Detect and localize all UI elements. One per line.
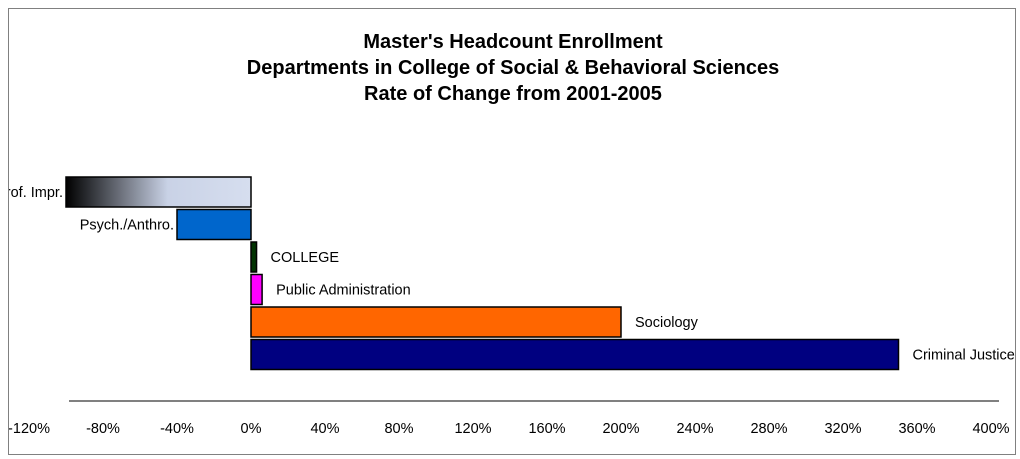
bar-label: Prof. Impr. (9, 185, 63, 201)
x-tick-label: -120% (9, 421, 50, 437)
chart-title: Master's Headcount Enrollment Department… (9, 29, 1017, 107)
bars-group (65, 176, 900, 371)
x-tick-label: 240% (676, 421, 713, 437)
x-tick-label: 0% (241, 421, 262, 437)
bar-public-administration (250, 273, 263, 306)
x-tick-label: 200% (602, 421, 639, 437)
x-tick-labels-group: -120% -80% -40% 0% 40% 80% 120% 160% 200% 240% 280… (9, 421, 1010, 437)
chart-frame: Master's Headcount Enrollment Department… (8, 8, 1016, 455)
x-tick-label: 120% (454, 421, 491, 437)
x-tick-label: 280% (750, 421, 787, 437)
chart-title-line-1: Master's Headcount Enrollment (363, 31, 663, 53)
bar-label: Sociology (635, 315, 699, 331)
bar-label: Psych./Anthro. (80, 218, 174, 234)
bar-label: Public Administration (276, 283, 411, 299)
chart-title-line-3: Rate of Change from 2001-2005 (364, 83, 662, 105)
x-tick-label: -80% (86, 421, 120, 437)
bar-prof-impr (65, 176, 252, 208)
x-tick-label: 80% (384, 421, 413, 437)
chart-title-line-2: Departments in College of Social & Behav… (246, 57, 780, 79)
bar-college (250, 241, 258, 273)
x-tick-label: 360% (898, 421, 935, 437)
x-tick-label: 400% (972, 421, 1009, 437)
bar-labels-group: Prof. Impr. Psych./Anthro. COLLEGE Public A… (9, 185, 1015, 364)
plot-area: Prof. Impr. Psych./Anthro. COLLEGE Public A… (9, 176, 1015, 437)
x-tick-label: 160% (528, 421, 565, 437)
bar-label: COLLEGE (271, 250, 340, 266)
x-tick-label: 40% (310, 421, 339, 437)
bar-label: Criminal Justice (913, 348, 1015, 364)
bar-criminal-justice (250, 338, 900, 371)
x-tick-label: 320% (824, 421, 861, 437)
x-tick-label: -40% (160, 421, 194, 437)
bar-sociology (250, 306, 622, 338)
bar-psych-anthro (176, 208, 252, 241)
